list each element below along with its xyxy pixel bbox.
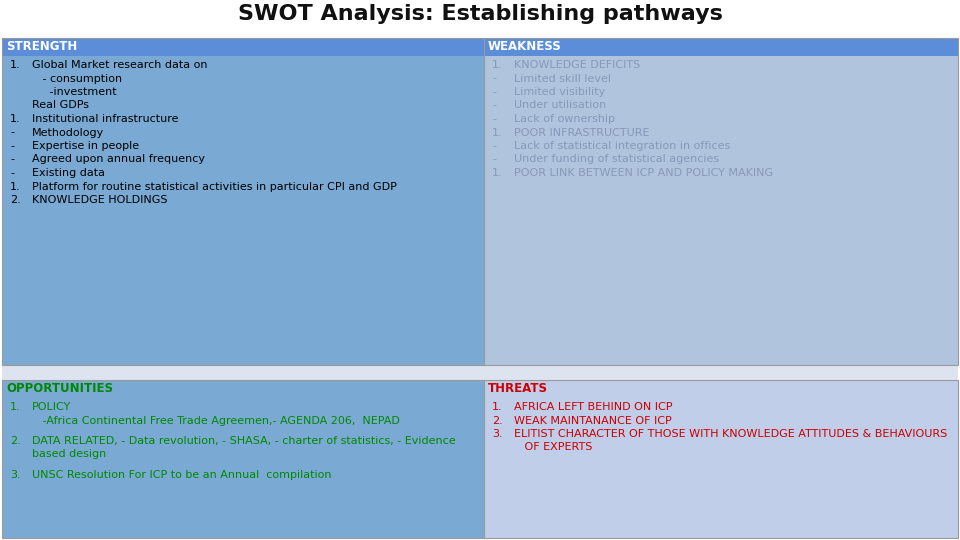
Text: Lack of statistical integration in offices: Lack of statistical integration in offic… (514, 141, 731, 151)
Text: Institutional infrastructure: Institutional infrastructure (32, 114, 179, 124)
Text: SWOT Analysis: Establishing pathways: SWOT Analysis: Establishing pathways (237, 4, 723, 24)
Text: Expertise in people: Expertise in people (32, 141, 139, 151)
Text: - consumption: - consumption (32, 73, 122, 84)
Text: 3.: 3. (10, 469, 20, 480)
Bar (484, 38, 958, 56)
Text: THREATS: THREATS (488, 382, 548, 395)
Text: Agreed upon annual frequency: Agreed upon annual frequency (32, 154, 205, 165)
Text: -: - (492, 87, 496, 97)
Text: -: - (492, 73, 496, 84)
Text: AFRICA LEFT BEHIND ON ICP: AFRICA LEFT BEHIND ON ICP (514, 402, 673, 412)
Text: -: - (10, 127, 14, 138)
Text: -Africa Continental Free Trade Agreemen,- AGENDA 206,  NEPAD: -Africa Continental Free Trade Agreemen,… (32, 415, 400, 426)
Text: Limited skill level: Limited skill level (514, 73, 611, 84)
Bar (484, 56, 958, 365)
Text: DATA RELATED, - Data revolution, - SHASA, - charter of statistics, - Evidence: DATA RELATED, - Data revolution, - SHASA… (32, 436, 456, 446)
Text: 1.: 1. (10, 114, 20, 124)
Text: STRENGTH: STRENGTH (6, 40, 77, 53)
Text: -: - (10, 154, 14, 165)
Text: 1.: 1. (492, 127, 503, 138)
Text: -: - (492, 114, 496, 124)
Bar (2, 56, 484, 365)
Text: Existing data: Existing data (32, 168, 105, 178)
Text: OF EXPERTS: OF EXPERTS (514, 442, 592, 453)
Text: Lack of ownership: Lack of ownership (514, 114, 615, 124)
Bar (2, 380, 484, 398)
Text: Limited visibility: Limited visibility (514, 87, 605, 97)
Text: 1.: 1. (492, 60, 503, 70)
Text: KNOWLEDGE DEFICITS: KNOWLEDGE DEFICITS (514, 60, 640, 70)
Bar (2, 38, 484, 56)
Bar (2, 38, 958, 365)
Text: 2.: 2. (10, 195, 21, 205)
Text: KNOWLEDGE HOLDINGS: KNOWLEDGE HOLDINGS (32, 195, 167, 205)
Bar (2, 365, 958, 380)
Text: POOR INFRASTRUCTURE: POOR INFRASTRUCTURE (514, 127, 650, 138)
Text: Platform for routine statistical activities in particular CPI and GDP: Platform for routine statistical activit… (32, 181, 396, 192)
Bar (484, 380, 958, 398)
Text: 1.: 1. (10, 402, 20, 412)
Text: -: - (10, 141, 14, 151)
Text: Methodology: Methodology (32, 127, 105, 138)
Text: 2.: 2. (492, 415, 503, 426)
Text: Under utilisation: Under utilisation (514, 100, 607, 111)
Text: Real GDPs: Real GDPs (32, 100, 89, 111)
Text: WEAK MAINTANANCE OF ICP: WEAK MAINTANANCE OF ICP (514, 415, 672, 426)
Text: 1.: 1. (492, 402, 503, 412)
Text: 3.: 3. (492, 429, 503, 439)
Bar (2, 398, 484, 538)
Text: 1.: 1. (492, 168, 503, 178)
Text: POOR LINK BETWEEN ICP AND POLICY MAKING: POOR LINK BETWEEN ICP AND POLICY MAKING (514, 168, 773, 178)
Text: based design: based design (32, 449, 107, 459)
Text: UNSC Resolution For ICP to be an Annual  compilation: UNSC Resolution For ICP to be an Annual … (32, 469, 331, 480)
Text: 1.: 1. (10, 181, 20, 192)
Text: -investment: -investment (32, 87, 116, 97)
Text: -: - (492, 100, 496, 111)
Bar (2, 380, 958, 538)
Text: OPPORTUNITIES: OPPORTUNITIES (6, 382, 113, 395)
Text: -: - (492, 154, 496, 165)
Text: 2.: 2. (10, 436, 21, 446)
Text: Under funding of statistical agencies: Under funding of statistical agencies (514, 154, 719, 165)
Text: POLICY: POLICY (32, 402, 71, 412)
Text: 1.: 1. (10, 60, 20, 70)
Bar (484, 398, 958, 538)
Text: Global Market research data on: Global Market research data on (32, 60, 207, 70)
Text: -: - (492, 141, 496, 151)
Text: -: - (10, 168, 14, 178)
Text: ELITIST CHARACTER OF THOSE WITH KNOWLEDGE ATTITUDES & BEHAVIOURS: ELITIST CHARACTER OF THOSE WITH KNOWLEDG… (514, 429, 948, 439)
Text: WEAKNESS: WEAKNESS (488, 40, 562, 53)
